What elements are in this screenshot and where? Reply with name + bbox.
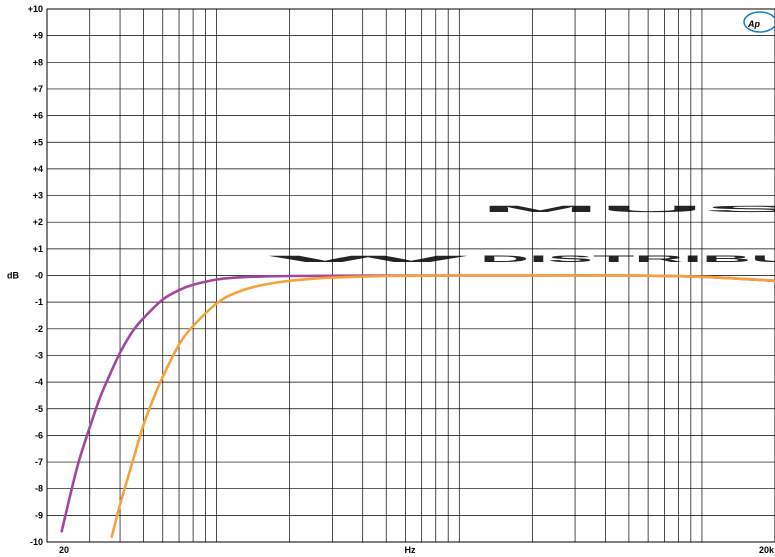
y-tick-label: +6 [33, 111, 43, 121]
watermark-brand-line1: MUS [480, 204, 775, 214]
y-tick-label: -4 [35, 377, 43, 387]
y-tick-label: +2 [33, 217, 43, 227]
y-tick-label: -9 [35, 510, 43, 520]
x-tick-label: 20k [759, 545, 775, 555]
y-tick-label: +7 [33, 84, 43, 94]
y-tick-label: +8 [33, 57, 43, 67]
y-tick-label: +9 [33, 31, 43, 41]
y-tick-label: +1 [33, 244, 43, 254]
x-tick-label: 20 [59, 545, 69, 555]
y-tick-label: -7 [35, 457, 43, 467]
y-axis-label: dB [7, 271, 19, 281]
y-tick-label: +5 [33, 137, 43, 147]
y-tick-label: +3 [33, 191, 43, 201]
plot-frame [46, 8, 775, 543]
y-tick-label: -6 [35, 430, 43, 440]
series-line-1 [60, 274, 775, 533]
watermark-logo: W MUS DISTRIBU [268, 204, 775, 264]
watermark-brand-line2: DISTRIBU [480, 254, 775, 264]
y-tick-label: -3 [35, 350, 43, 360]
y-tick-label: -0 [35, 271, 43, 281]
chart-axis-labels: +10 +9 +8 +7 +6 +5 +4 +3 +2 +1 -0 -1 -2 -3 -4 -5 -6 -7 -8 -… [7, 4, 775, 555]
ap-logo-text: Ap [747, 19, 760, 29]
y-tick-label: -5 [35, 404, 43, 414]
y-tick-label: -10 [30, 537, 43, 547]
ap-logo-ellipse [743, 11, 775, 33]
series-line-2 [110, 274, 775, 538]
y-tick-label: -2 [35, 324, 43, 334]
x-axis-label: Hz [405, 545, 416, 555]
y-tick-label: -8 [35, 484, 43, 494]
watermark-w-letter: W [268, 254, 480, 264]
y-tick-label: -1 [35, 297, 43, 307]
y-tick-label: +10 [28, 4, 43, 14]
y-tick-label: +4 [33, 164, 43, 174]
chart-curves [60, 274, 775, 538]
ap-logo: Ap [743, 11, 775, 33]
